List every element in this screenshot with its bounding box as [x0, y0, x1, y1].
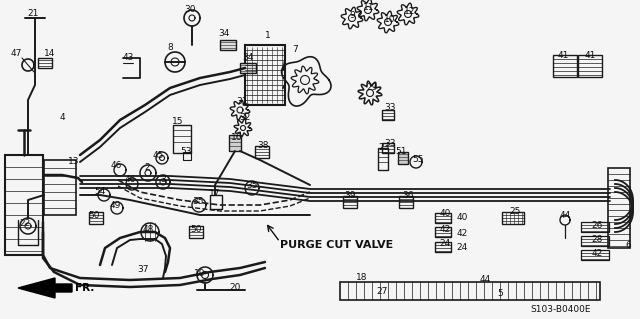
Bar: [340, 282, 600, 300]
Bar: [378, 148, 388, 170]
Text: 21: 21: [28, 10, 38, 19]
Bar: [189, 226, 203, 238]
Text: 32: 32: [239, 114, 251, 122]
Text: 23: 23: [378, 144, 390, 152]
Text: 27: 27: [376, 287, 388, 296]
Bar: [435, 227, 451, 237]
Text: 48: 48: [142, 226, 154, 234]
Text: 50: 50: [190, 225, 202, 234]
Text: 30: 30: [184, 5, 196, 14]
Text: 14: 14: [44, 48, 56, 57]
Text: 41: 41: [557, 50, 569, 60]
Text: 2: 2: [144, 164, 150, 173]
Text: 47: 47: [10, 49, 22, 58]
Bar: [343, 196, 357, 208]
Text: 42: 42: [591, 249, 603, 258]
Bar: [229, 135, 241, 151]
Text: 34: 34: [243, 53, 253, 62]
Bar: [435, 213, 451, 223]
Text: 6: 6: [625, 241, 631, 250]
Text: 33: 33: [384, 138, 396, 147]
Text: 46: 46: [124, 175, 136, 184]
Bar: [183, 152, 191, 160]
Text: 38: 38: [257, 140, 269, 150]
Text: 9: 9: [349, 11, 355, 19]
Bar: [255, 146, 269, 158]
Bar: [44, 160, 76, 215]
Bar: [382, 110, 394, 120]
Text: 43: 43: [122, 53, 134, 62]
Bar: [38, 58, 52, 68]
Text: 31: 31: [236, 97, 248, 106]
Bar: [581, 250, 609, 260]
Text: 33: 33: [384, 103, 396, 113]
Bar: [173, 125, 191, 153]
Text: 49: 49: [109, 201, 121, 210]
Text: 39: 39: [344, 191, 356, 201]
Text: 54: 54: [94, 188, 106, 197]
Text: 18: 18: [356, 273, 368, 283]
Bar: [435, 242, 451, 252]
Text: 7: 7: [292, 46, 298, 55]
Bar: [220, 40, 236, 50]
Bar: [89, 212, 103, 224]
Text: 45: 45: [152, 151, 164, 160]
Text: 42: 42: [440, 225, 451, 234]
Text: 22: 22: [19, 219, 31, 227]
Bar: [553, 55, 577, 77]
Text: FR.: FR.: [75, 283, 94, 293]
Text: 50: 50: [88, 211, 100, 219]
Text: 10: 10: [384, 16, 396, 25]
Text: 34: 34: [218, 29, 230, 39]
Bar: [581, 236, 609, 246]
Text: 1: 1: [265, 32, 271, 41]
Text: 40: 40: [439, 210, 451, 219]
Text: 4: 4: [59, 114, 65, 122]
Text: 11: 11: [364, 3, 375, 11]
Bar: [210, 195, 222, 209]
Text: 26: 26: [591, 221, 603, 231]
Text: 36: 36: [403, 191, 413, 201]
Text: 8: 8: [167, 43, 173, 53]
Bar: [578, 55, 602, 77]
Bar: [581, 222, 609, 232]
Text: 40: 40: [456, 213, 468, 222]
Bar: [245, 45, 285, 105]
Text: 24: 24: [440, 240, 451, 249]
Text: 41: 41: [584, 50, 596, 60]
Text: 24: 24: [456, 243, 468, 253]
Text: 35: 35: [246, 182, 258, 190]
Text: 13: 13: [68, 158, 80, 167]
Text: 37: 37: [137, 265, 148, 275]
Bar: [382, 143, 394, 153]
Bar: [398, 152, 408, 164]
Text: 12: 12: [404, 6, 416, 16]
Text: 19: 19: [195, 270, 205, 278]
Text: 51: 51: [396, 146, 407, 155]
Text: 44: 44: [479, 275, 491, 284]
Text: 53: 53: [180, 146, 192, 155]
Text: 20: 20: [229, 283, 241, 292]
Text: 17: 17: [209, 189, 221, 197]
Text: 5: 5: [497, 290, 503, 299]
Text: 55: 55: [412, 155, 424, 165]
Bar: [399, 196, 413, 208]
Text: 44: 44: [559, 211, 571, 219]
Bar: [240, 63, 256, 73]
Bar: [5, 155, 43, 255]
Text: 46: 46: [110, 161, 122, 170]
Text: 35: 35: [192, 197, 204, 206]
Text: 25: 25: [509, 207, 521, 217]
Text: PURGE CUT VALVE: PURGE CUT VALVE: [280, 240, 393, 250]
Text: S103-B0400E: S103-B0400E: [530, 305, 591, 314]
Bar: [608, 168, 630, 248]
Text: 15: 15: [172, 117, 184, 127]
Text: 16: 16: [231, 132, 243, 142]
Text: 29: 29: [366, 84, 378, 93]
Text: 42: 42: [456, 228, 468, 238]
Bar: [502, 212, 524, 224]
Polygon shape: [18, 278, 72, 298]
Text: 28: 28: [591, 235, 603, 244]
Text: 3: 3: [160, 175, 166, 184]
